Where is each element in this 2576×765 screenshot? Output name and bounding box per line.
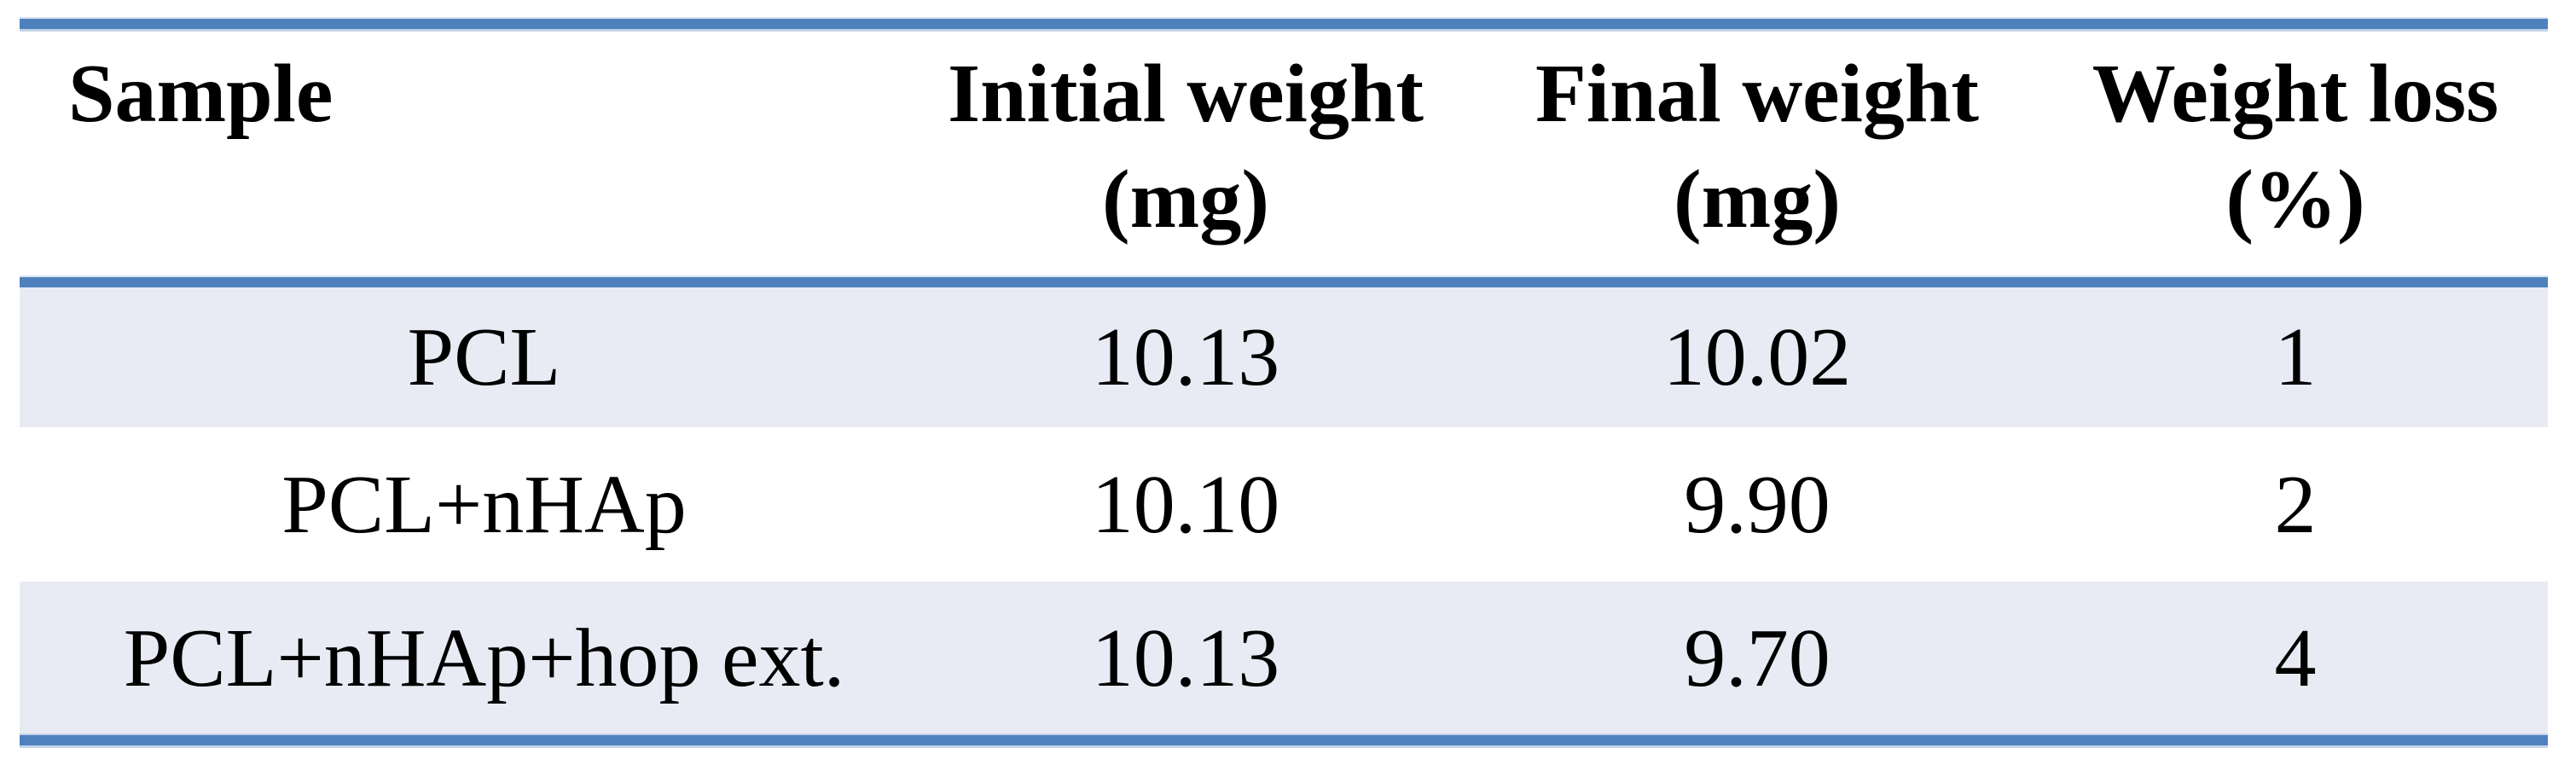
cell-initial-weight: 10.10	[1091, 458, 1280, 551]
cell-initial-weight: 10.13	[1091, 612, 1280, 704]
cell-weight-loss: 4	[2274, 612, 2317, 704]
col-header-weight-loss: Weight loss (%)	[2043, 41, 2548, 277]
cell-sample: PCL	[407, 311, 561, 403]
table-row: PCL+nHAp 10.10 9.90 2	[20, 427, 2548, 582]
col-header-initial-weight: Initial weight (mg)	[900, 41, 1471, 277]
table-row: PCL+nHAp+hop ext. 10.13 9.70 4	[20, 582, 2548, 735]
col-header-final-weight: Final weight (mg)	[1471, 41, 2043, 277]
weight-loss-table: Sample Initial weight (mg) Final weight …	[20, 19, 2548, 745]
col-header-weight-loss-label: Weight loss	[2092, 48, 2499, 140]
cell-weight-loss: 1	[2274, 311, 2317, 403]
col-header-initial-weight-unit: (mg)	[1102, 154, 1269, 246]
col-header-initial-weight-label: Initial weight	[947, 48, 1424, 140]
cell-final-weight: 9.90	[1684, 458, 1830, 551]
table-bottom-rule	[20, 735, 2548, 745]
table-top-rule	[20, 19, 2548, 29]
cell-final-weight: 10.02	[1662, 311, 1852, 403]
cell-sample: PCL+nHAp	[281, 458, 687, 551]
cell-sample: PCL+nHAp+hop ext.	[123, 612, 845, 704]
cell-final-weight: 9.70	[1684, 612, 1830, 704]
table-header-row: Sample Initial weight (mg) Final weight …	[20, 29, 2548, 277]
col-header-sample-label: Sample	[68, 48, 334, 140]
cell-weight-loss: 2	[2274, 458, 2317, 551]
table-header-rule	[20, 277, 2548, 287]
col-header-weight-loss-unit: (%)	[2225, 154, 2365, 246]
table-row: PCL 10.13 10.02 1	[20, 287, 2548, 427]
col-header-final-weight-unit: (mg)	[1674, 154, 1841, 246]
cell-initial-weight: 10.13	[1091, 311, 1280, 403]
col-header-sample: Sample	[20, 41, 900, 277]
col-header-final-weight-label: Final weight	[1535, 48, 1979, 140]
